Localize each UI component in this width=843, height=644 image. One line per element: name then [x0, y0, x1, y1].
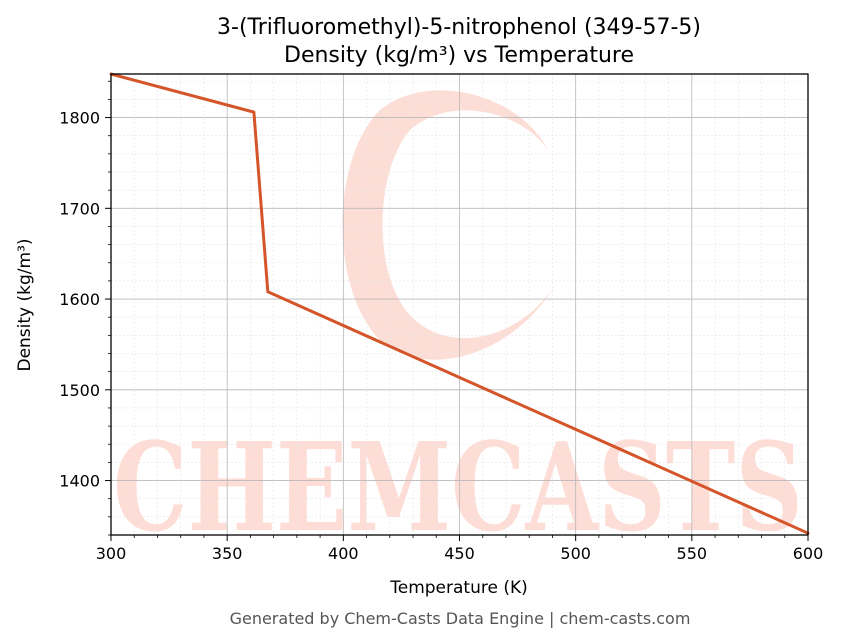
watermark: CHEMCASTS [113, 90, 803, 559]
tick-layer: 300 350 400 450 500 550 600 1400 1500 1600 1700 180… [59, 80, 824, 563]
footer-credit: Generated by Chem-Casts Data Engine | ch… [230, 609, 691, 628]
watermark-text: CHEMCASTS [113, 415, 803, 559]
y-axis-label: Density (kg/m³) [15, 238, 35, 371]
series-layer [109, 72, 810, 535]
y-tick-label: 1400 [59, 472, 100, 491]
x-tick-label: 350 [212, 544, 243, 563]
x-tick-label: 550 [677, 544, 708, 563]
y-tick-label: 1600 [59, 290, 100, 309]
x-tick-label: 300 [96, 544, 127, 563]
density-series-line [109, 72, 810, 535]
x-tick-label: 500 [560, 544, 591, 563]
chart-title-line1: 3-(Trifluoromethyl)-5-nitrophenol (349-5… [217, 15, 701, 40]
watermark-logo-arc [342, 90, 565, 360]
x-tick-label: 600 [793, 544, 824, 563]
y-tick-label: 1700 [59, 199, 100, 218]
x-axis-label: Temperature (K) [389, 578, 528, 598]
y-tick-label: 1500 [59, 381, 100, 400]
x-tick-label: 450 [444, 544, 475, 563]
x-tick-label: 400 [328, 544, 359, 563]
y-tick-label: 1800 [59, 109, 100, 128]
chart-title-line2: Density (kg/m³) vs Temperature [284, 43, 634, 68]
